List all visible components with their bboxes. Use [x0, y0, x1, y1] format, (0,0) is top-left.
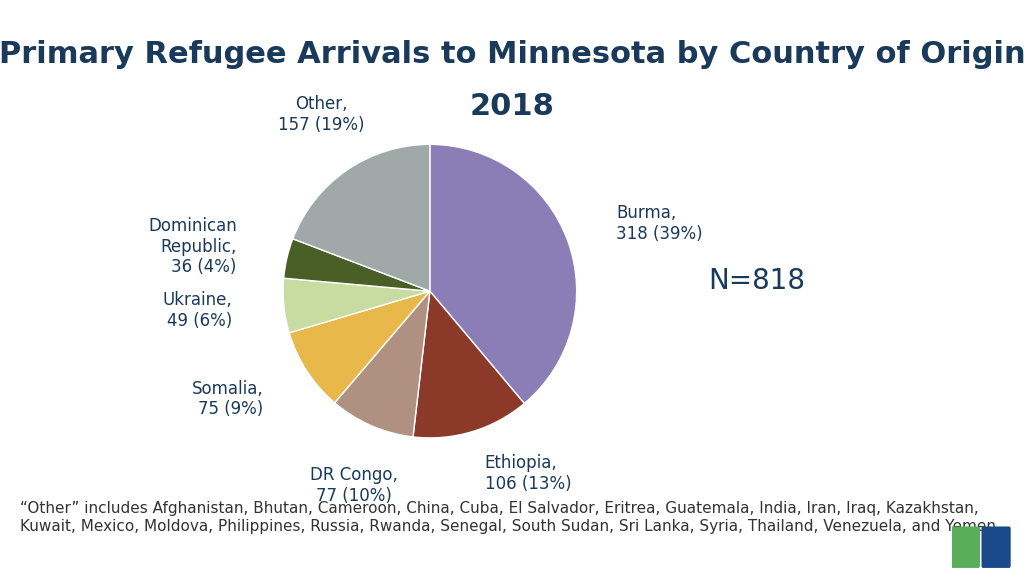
Text: 4: 4 — [952, 535, 963, 553]
Text: N=818: N=818 — [709, 267, 806, 295]
Text: Other,
157 (19%): Other, 157 (19%) — [279, 95, 365, 134]
Text: “Other” includes Afghanistan, Bhutan, Cameroon, China, Cuba, El Salvador, Eritre: “Other” includes Afghanistan, Bhutan, Ca… — [20, 501, 1001, 533]
Text: Somalia,
75 (9%): Somalia, 75 (9%) — [191, 380, 264, 419]
Wedge shape — [413, 291, 524, 438]
Wedge shape — [430, 145, 577, 403]
FancyBboxPatch shape — [981, 526, 1011, 568]
Text: Dominican
Republic,
36 (4%): Dominican Republic, 36 (4%) — [148, 217, 237, 276]
Text: Ethiopia,
106 (13%): Ethiopia, 106 (13%) — [484, 454, 571, 493]
Text: Primary Refugee Arrivals to Minnesota by Country of Origin: Primary Refugee Arrivals to Minnesota by… — [0, 40, 1024, 69]
Wedge shape — [293, 145, 430, 291]
Wedge shape — [289, 291, 430, 403]
Text: DR Congo,
77 (10%): DR Congo, 77 (10%) — [309, 466, 397, 505]
Wedge shape — [283, 278, 430, 333]
FancyBboxPatch shape — [951, 526, 980, 568]
Text: 2018: 2018 — [470, 92, 554, 121]
Text: Burma,
318 (39%): Burma, 318 (39%) — [616, 204, 702, 242]
Text: Ukraine,
49 (6%): Ukraine, 49 (6%) — [163, 291, 232, 330]
Wedge shape — [284, 239, 430, 291]
Wedge shape — [335, 291, 430, 437]
